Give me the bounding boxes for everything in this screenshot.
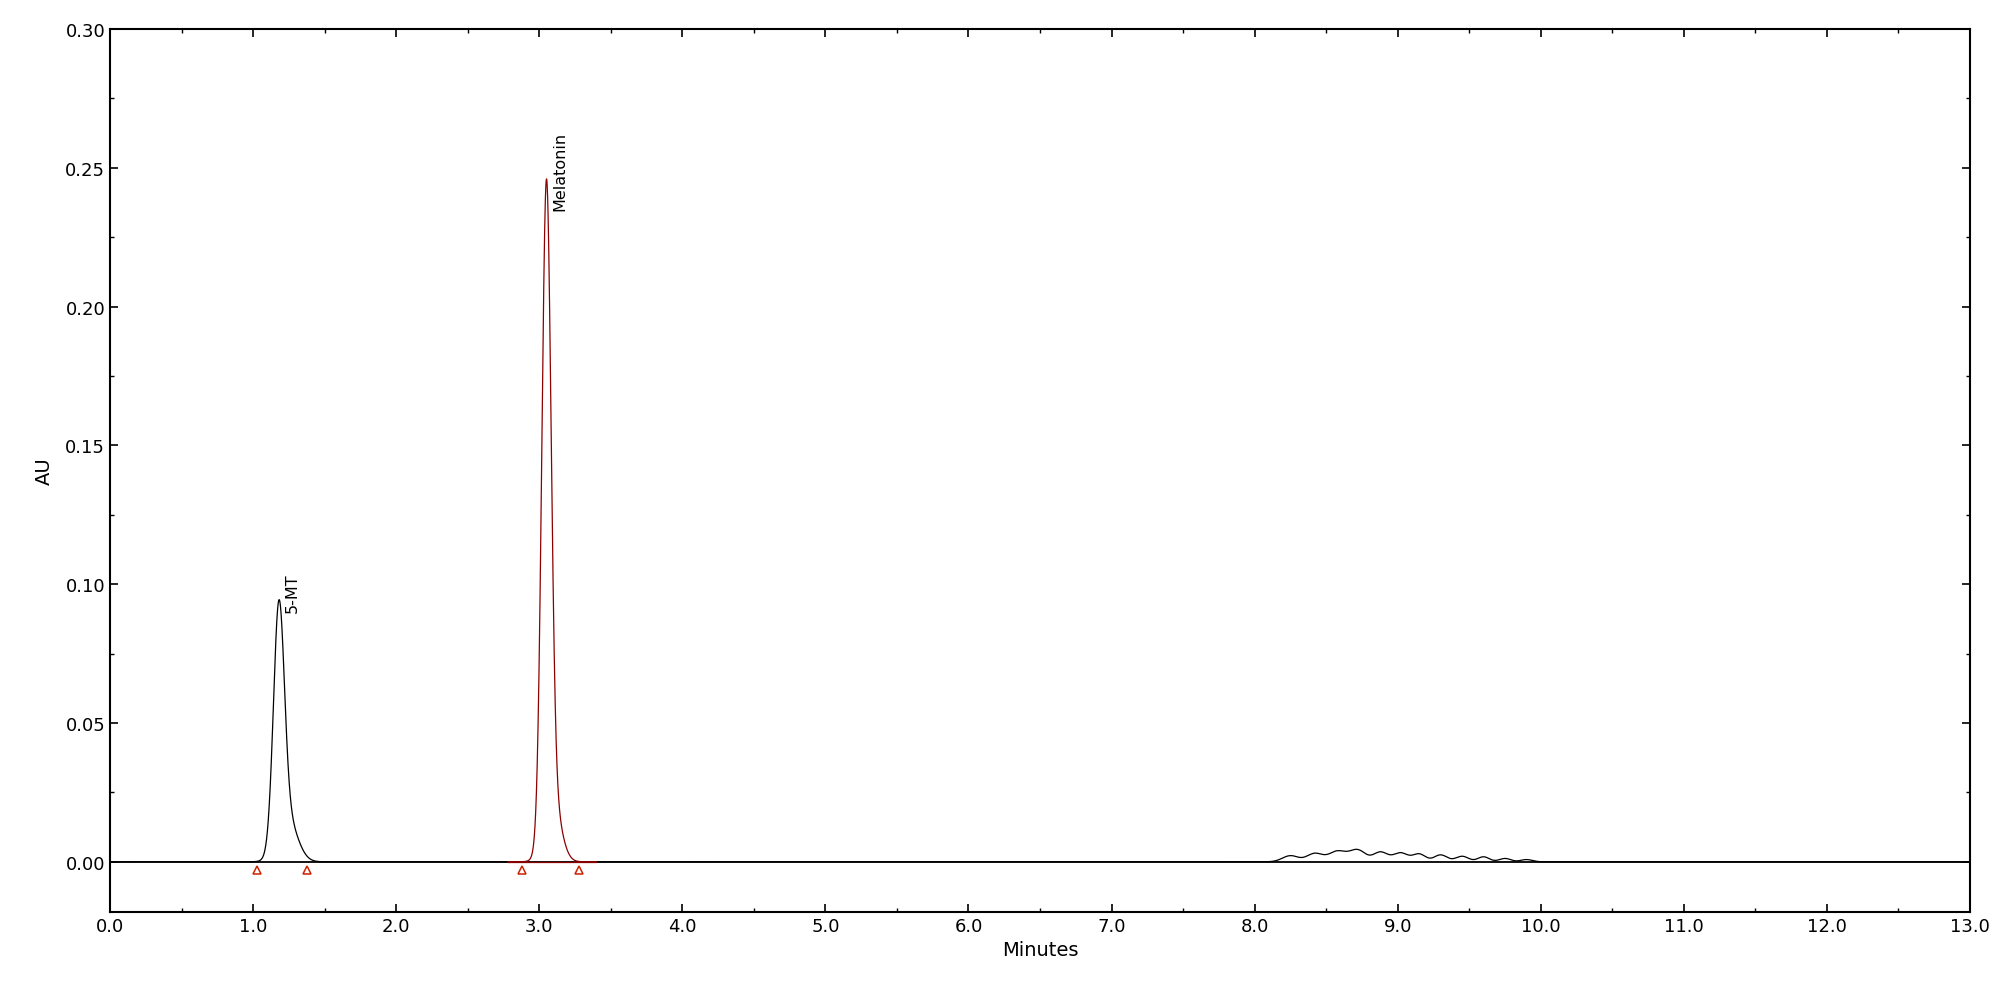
X-axis label: Minutes: Minutes — [1002, 940, 1078, 959]
Y-axis label: AU: AU — [36, 457, 54, 485]
Text: Melatonin: Melatonin — [552, 131, 568, 210]
Text: 5-MT: 5-MT — [284, 573, 300, 612]
